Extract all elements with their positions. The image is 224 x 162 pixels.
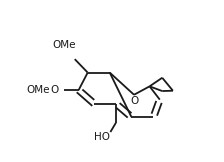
Text: OMe: OMe (26, 85, 50, 95)
Text: HO: HO (94, 132, 110, 142)
Text: O: O (130, 96, 138, 106)
Text: O: O (50, 85, 59, 95)
Text: OMe: OMe (52, 40, 76, 50)
